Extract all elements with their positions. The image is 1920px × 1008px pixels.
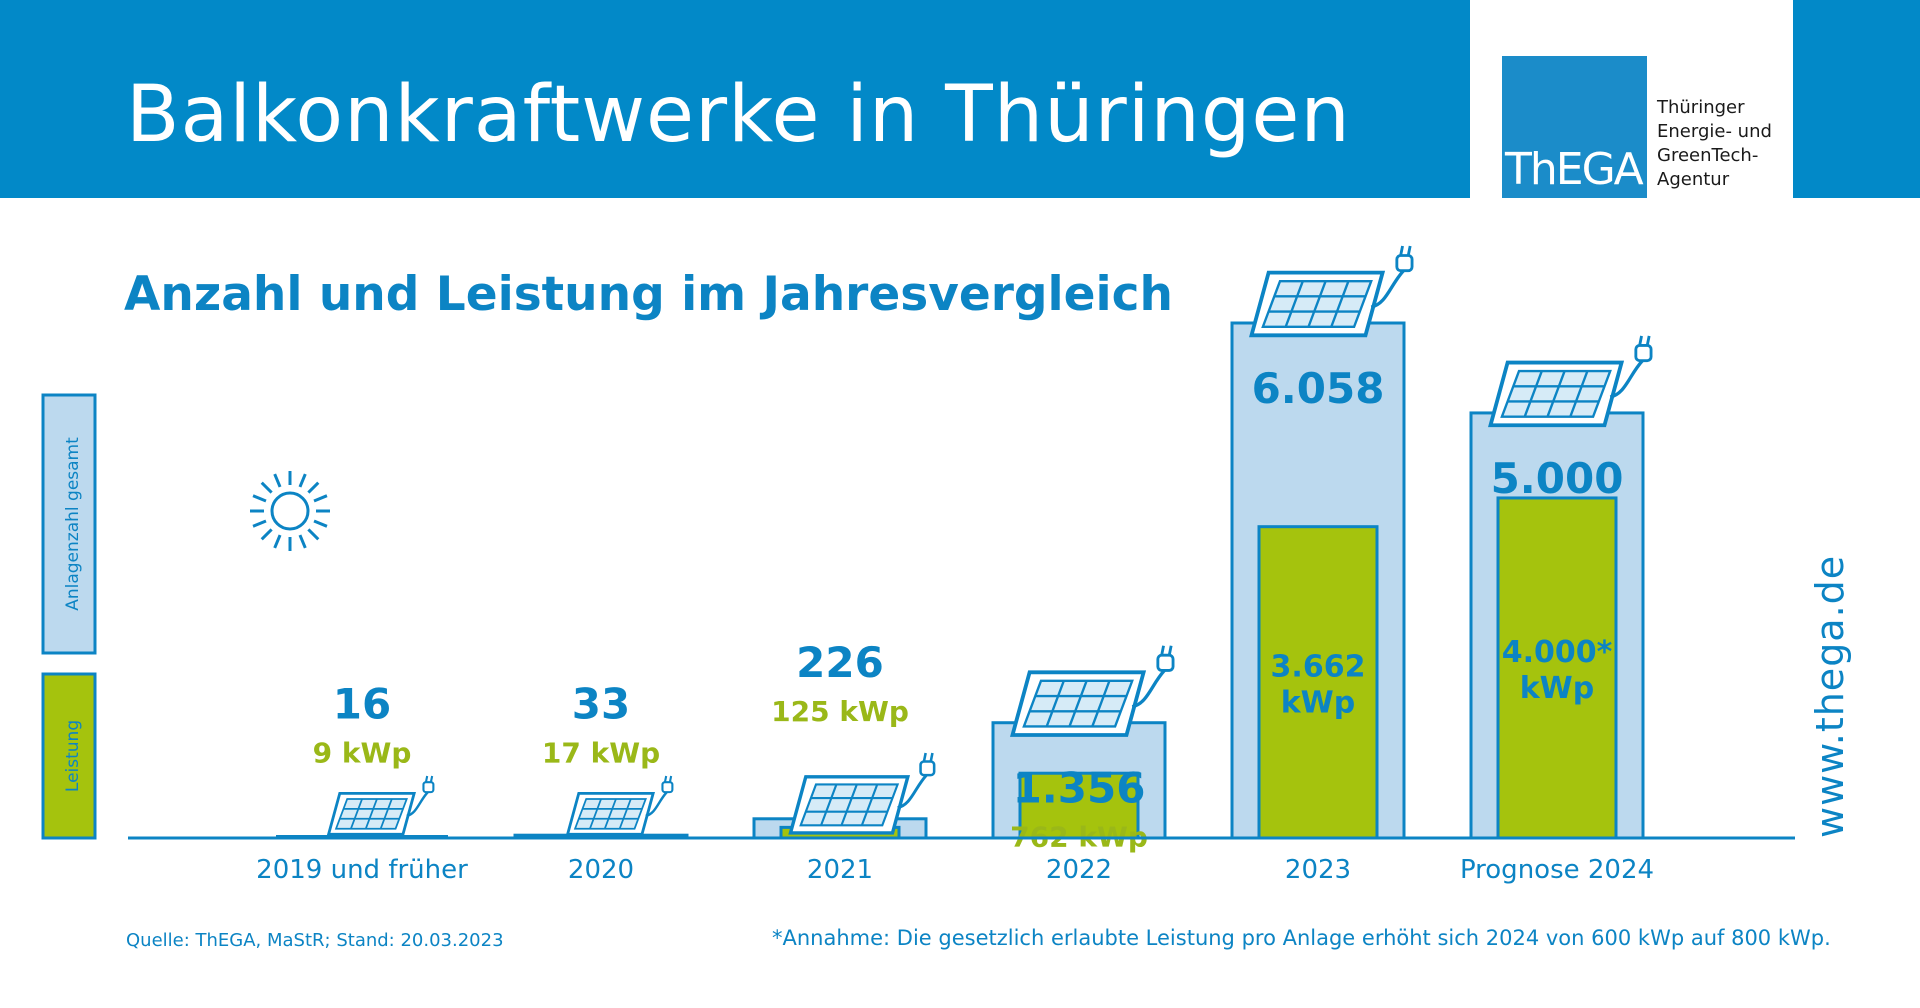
solar-panel-plug-icon — [1010, 645, 1175, 737]
footnote: *Annahme: Die gesetzlich erlaubte Leistu… — [772, 926, 1831, 950]
header-bar — [0, 0, 1470, 198]
power-bar — [1257, 525, 1379, 840]
power-value-label: 125 kWp — [771, 695, 909, 728]
sun-ray — [307, 528, 320, 541]
website-url[interactable]: www.thega.de — [1808, 554, 1852, 838]
legend-power-swatch — [41, 672, 97, 840]
thega-logo[interactable] — [1502, 56, 1647, 198]
count-value-label: 5.000 — [1491, 454, 1624, 503]
x-tick-label: 2022 — [1046, 855, 1112, 885]
chart-subtitle: Anzahl und Leistung im Jahresvergleich — [124, 267, 1173, 322]
sun-ray — [252, 494, 267, 503]
agency-name: Thüringer Energie- und GreenTech- Agentu… — [1657, 96, 1772, 192]
agency-line: Agentur — [1657, 169, 1730, 190]
x-tick-label: Prognose 2024 — [1460, 855, 1654, 885]
sun-ray — [307, 481, 320, 494]
power-value-label: kWp — [1281, 685, 1356, 720]
thega-logo-text: ThEGA — [1505, 144, 1644, 195]
sun-ray — [313, 494, 328, 503]
legend-power-label: Leistung — [63, 720, 83, 792]
x-tick-label: 2019 und früher — [256, 855, 468, 885]
power-bar — [1018, 771, 1140, 840]
solar-panel-plug-icon — [326, 775, 435, 836]
header-bar-right — [1793, 0, 1920, 198]
sun-ray — [298, 534, 307, 549]
legend-count-label: Anlagenzahl gesamt — [63, 437, 83, 611]
count-value-label: 16 — [333, 679, 391, 728]
x-tick-label: 2021 — [807, 855, 873, 885]
power-value-label: 4.000* — [1502, 635, 1613, 670]
sun-ray — [252, 519, 267, 528]
power-value-label: kWp — [1520, 671, 1595, 706]
count-value-label: 6.058 — [1252, 364, 1385, 413]
count-value-label: 33 — [572, 679, 630, 728]
solar-panel-plug-icon — [1249, 245, 1414, 338]
x-tick-label: 2020 — [568, 855, 634, 885]
power-value-label: 3.662 — [1271, 649, 1366, 684]
sun-ray — [273, 534, 282, 549]
agency-line: GreenTech- — [1657, 145, 1759, 166]
source-note: Quelle: ThEGA, MaStR; Stand: 20.03.2023 — [126, 930, 504, 951]
agency-line: Energie- und — [1657, 121, 1772, 142]
sun-ray — [260, 528, 273, 541]
power-value-label: 9 kWp — [313, 736, 412, 769]
x-tick-label: 2023 — [1285, 855, 1351, 885]
power-bar — [1496, 496, 1618, 840]
sun-ray — [298, 473, 307, 488]
sun-ray — [273, 473, 282, 488]
page-title: Balkonkraftwerke in Thüringen — [126, 70, 1351, 160]
solar-panel-plug-icon — [565, 775, 674, 836]
sun-icon — [250, 471, 330, 551]
power-value-label: 17 kWp — [542, 736, 660, 769]
sun-ray — [313, 519, 328, 528]
solar-panel-plug-icon — [788, 752, 936, 835]
count-value-label: 1.356 — [1013, 764, 1146, 813]
sun-ray — [260, 481, 273, 494]
solar-panel-plug-icon — [1488, 335, 1653, 428]
count-value-label: 226 — [796, 638, 884, 687]
agency-line: Thüringer — [1657, 97, 1745, 118]
legend-count-swatch — [41, 393, 97, 655]
